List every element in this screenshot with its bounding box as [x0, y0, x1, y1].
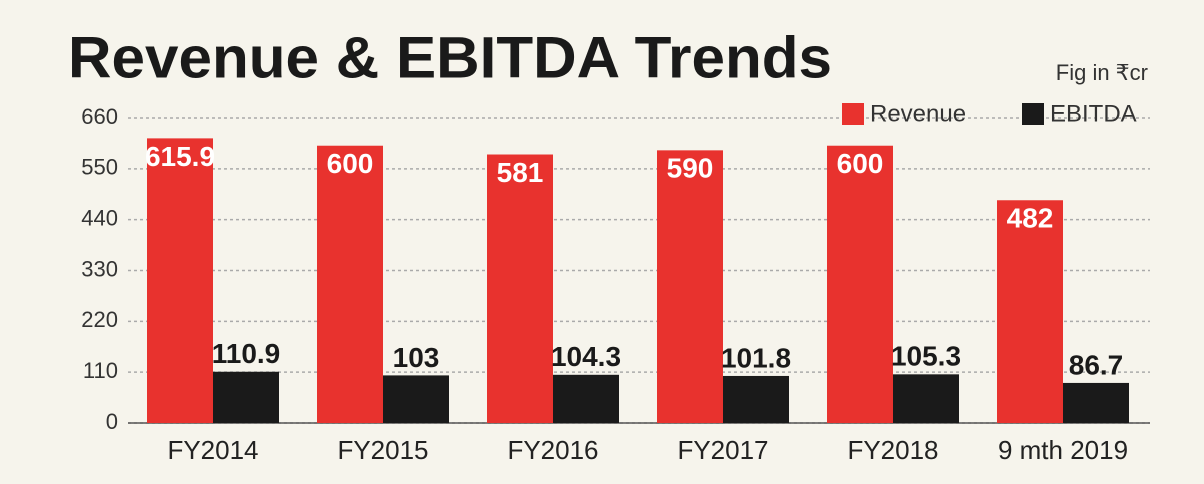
- chart-title: Revenue & EBITDA Trends: [68, 25, 832, 90]
- value-label: 615.9: [145, 141, 215, 172]
- legend-swatch: [1022, 103, 1044, 125]
- bar: [383, 375, 449, 423]
- y-tick-label: 110: [83, 358, 118, 383]
- value-label: 581: [497, 157, 544, 188]
- x-tick-label: 9 mth 2019: [998, 435, 1128, 465]
- legend-label: EBITDA: [1050, 100, 1137, 127]
- value-label: 101.8: [721, 342, 791, 373]
- bar: [893, 374, 959, 423]
- value-label: 86.7: [1069, 349, 1124, 380]
- value-label: 590: [667, 153, 714, 184]
- chart-subtitle: Fig in ₹cr: [1056, 60, 1148, 85]
- x-tick-label: FY2016: [507, 435, 598, 465]
- bar: [147, 138, 213, 423]
- bar: [723, 375, 789, 423]
- x-tick-label: FY2018: [847, 435, 938, 465]
- y-tick-label: 550: [81, 155, 118, 180]
- legend-swatch: [842, 103, 864, 125]
- legend-label: Revenue: [870, 100, 966, 127]
- y-tick-label: 330: [81, 256, 118, 281]
- bar: [553, 374, 619, 423]
- value-label: 600: [327, 148, 374, 179]
- bar: [487, 154, 553, 423]
- x-tick-label: FY2015: [337, 435, 428, 465]
- value-label: 104.3: [551, 341, 621, 372]
- bar: [657, 150, 723, 423]
- bar: [1063, 382, 1129, 423]
- value-label: 482: [1007, 203, 1054, 234]
- bar: [827, 145, 893, 423]
- y-tick-label: 0: [106, 409, 118, 434]
- value-label: 110.9: [212, 338, 281, 369]
- y-tick-label: 220: [81, 307, 118, 332]
- x-tick-label: FY2014: [167, 435, 258, 465]
- value-label: 600: [837, 148, 884, 179]
- bar: [997, 200, 1063, 423]
- value-label: 105.3: [891, 341, 961, 372]
- bar: [317, 145, 383, 423]
- x-tick-label: FY2017: [677, 435, 768, 465]
- bar: [213, 371, 279, 423]
- y-tick-label: 660: [81, 104, 118, 129]
- y-tick-label: 440: [81, 205, 118, 230]
- value-label: 103: [393, 342, 440, 373]
